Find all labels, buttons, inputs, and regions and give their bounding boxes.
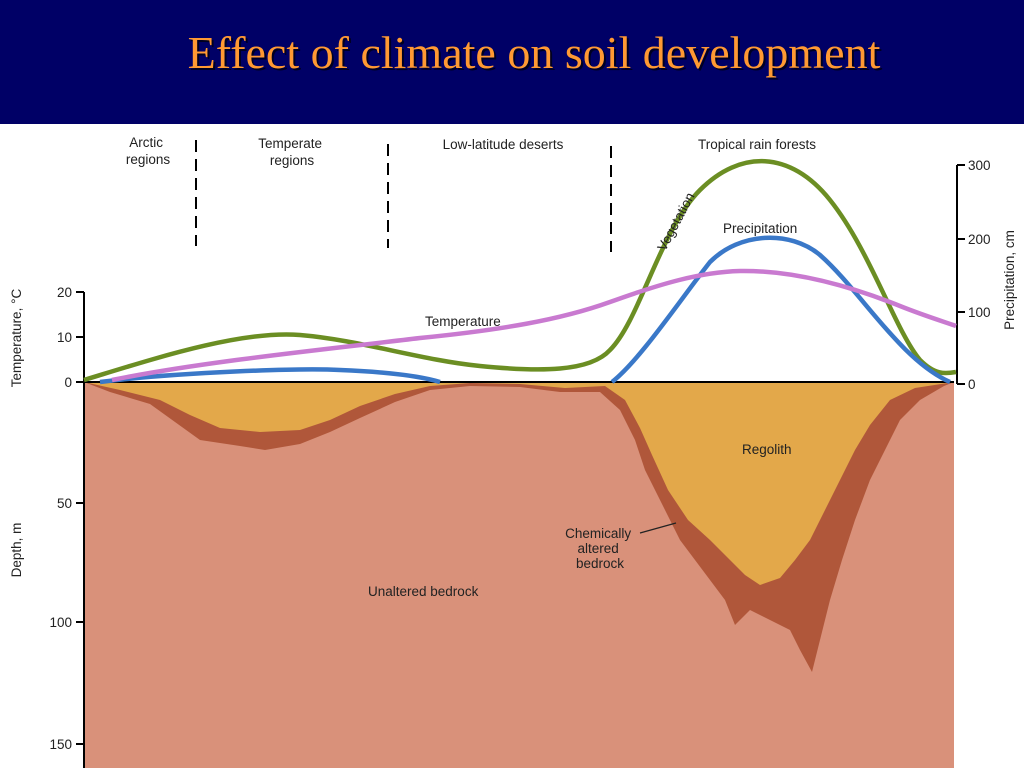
depth-tick-label-50: 50: [57, 496, 72, 511]
precipitation-tick-label-300: 300: [968, 158, 991, 173]
region-label-temperate: Temperate regions: [258, 136, 326, 168]
regolith-area: [84, 382, 954, 585]
depth-tick-label-150: 150: [49, 737, 72, 752]
region-label-arctic: Arctic regions: [126, 135, 171, 167]
precipitation-label: Precipitation: [723, 221, 797, 236]
temperature-tick-label-20: 20: [57, 285, 72, 300]
regolith-label: Regolith: [742, 442, 792, 457]
precipitation-axis-title: Precipitation, cm: [1002, 230, 1017, 330]
temperature-tick-label-0: 0: [64, 375, 72, 390]
soil-diagram: Arctic regions Temperate regions Low-lat…: [0, 124, 1024, 768]
precipitation-tick-label-100: 100: [968, 305, 991, 320]
altered-bedrock-leader-line: [639, 522, 677, 534]
depth-tick-label-100: 100: [49, 615, 72, 630]
depth-axis-title: Depth, m: [9, 523, 24, 578]
bedrock-label: Unaltered bedrock: [368, 584, 479, 599]
temperature-curve: [111, 268, 957, 383]
altered-bedrock-label: Chemically altered bedrock: [565, 526, 635, 571]
precipitation-tick-label-200: 200: [968, 232, 991, 247]
temperature-label: Temperature: [425, 314, 501, 329]
vegetation-curve: [83, 159, 957, 383]
region-label-rainforests: Tropical rain forests: [698, 137, 816, 152]
precipitation-curve: [99, 235, 951, 385]
region-label-deserts: Low-latitude deserts: [443, 137, 564, 152]
temperature-tick-label-10: 10: [57, 330, 72, 345]
temperature-axis-title: Temperature, °C: [9, 289, 24, 388]
precipitation-tick-label-0: 0: [968, 377, 976, 392]
title-bar: [0, 0, 1024, 124]
slide-title: Effect of climate on soil development: [187, 27, 881, 78]
